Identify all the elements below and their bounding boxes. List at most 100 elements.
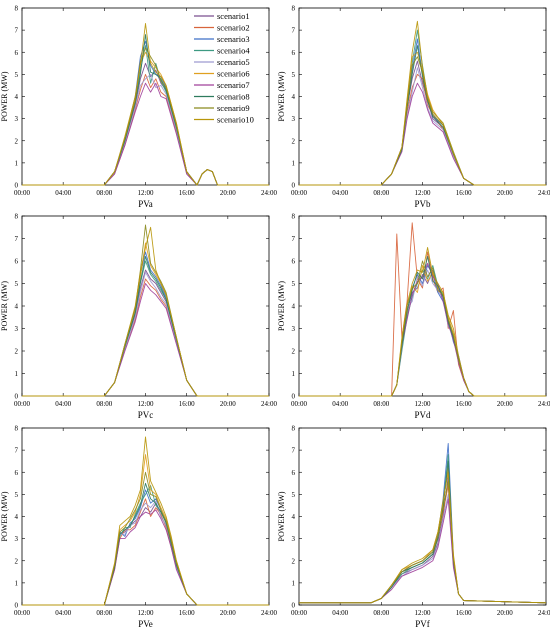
y-axis-label: POWER (MW) xyxy=(277,71,286,121)
y-tick-label: 4 xyxy=(292,93,296,101)
y-tick-label: 1 xyxy=(15,579,19,587)
y-tick-label: 6 xyxy=(15,258,19,266)
x-tick-label: 12:00 xyxy=(138,609,154,617)
y-tick-label: 0 xyxy=(15,182,19,190)
y-tick-label: 2 xyxy=(15,137,19,145)
plot-frame xyxy=(298,7,547,186)
legend-label: scenario8 xyxy=(217,92,250,102)
panel-caption: PVf xyxy=(415,619,430,629)
series-line-scenario4 xyxy=(22,260,269,397)
x-tick-label: 24:00 xyxy=(261,189,277,197)
legend-label: scenario5 xyxy=(217,57,250,67)
y-tick-label: 3 xyxy=(15,325,19,333)
x-tick-label: 08:00 xyxy=(373,609,389,617)
series-line-scenario5 xyxy=(299,67,546,186)
x-tick-label: 04:00 xyxy=(332,609,348,617)
y-tick-label: 2 xyxy=(292,348,296,356)
y-tick-label: 3 xyxy=(292,325,296,333)
x-tick-label: 16:00 xyxy=(179,400,195,408)
x-tick-label: 20:00 xyxy=(497,400,513,408)
series-line-scenario2 xyxy=(299,222,546,397)
series-line-scenario8 xyxy=(22,256,269,397)
y-tick-label: 5 xyxy=(292,71,296,79)
x-tick-label: 04:00 xyxy=(55,609,71,617)
series-line-scenario10 xyxy=(22,436,269,606)
y-tick-label: 3 xyxy=(292,535,296,543)
x-tick-label: 16:00 xyxy=(179,189,195,197)
series-line-scenario5 xyxy=(299,269,546,397)
series-line-scenario10 xyxy=(299,247,546,397)
series-line-scenario10 xyxy=(299,20,546,186)
series-line-scenario1 xyxy=(22,269,269,397)
series-line-scenario4 xyxy=(299,29,546,186)
x-tick-label: 04:00 xyxy=(332,400,348,408)
y-tick-label: 0 xyxy=(292,182,296,190)
y-tick-label: 7 xyxy=(292,447,296,455)
y-tick-label: 2 xyxy=(15,557,19,565)
x-tick-label: 16:00 xyxy=(456,609,472,617)
y-tick-label: 7 xyxy=(292,235,296,243)
series-line-scenario5 xyxy=(22,500,269,606)
x-tick-label: 20:00 xyxy=(497,189,513,197)
x-tick-label: 04:00 xyxy=(332,189,348,197)
y-tick-label: 0 xyxy=(292,602,296,610)
y-tick-label: 1 xyxy=(292,159,296,167)
series-line-scenario8 xyxy=(299,460,547,604)
series-line-scenario9 xyxy=(299,480,547,604)
x-tick-label: 08:00 xyxy=(373,400,389,408)
y-tick-label: 0 xyxy=(15,602,19,610)
y-tick-label: 1 xyxy=(15,159,19,167)
series-line-scenario2 xyxy=(299,73,546,186)
y-tick-label: 7 xyxy=(15,27,19,35)
panel-caption: PVe xyxy=(138,619,153,629)
x-tick-label: 00:00 xyxy=(14,189,30,197)
legend-label: scenario7 xyxy=(217,80,250,90)
x-tick-label: 04:00 xyxy=(55,400,71,408)
y-tick-label: 8 xyxy=(292,5,296,13)
series-line-scenario4 xyxy=(299,454,547,604)
series-line-scenario1 xyxy=(299,476,547,604)
plot-frame xyxy=(298,215,547,397)
y-tick-label: 7 xyxy=(15,447,19,455)
x-tick-label: 20:00 xyxy=(220,189,236,197)
x-tick-label: 00:00 xyxy=(291,609,307,617)
y-tick-label: 7 xyxy=(292,27,296,35)
y-tick-label: 4 xyxy=(15,303,19,311)
series-line-scenario2 xyxy=(22,498,269,606)
y-axis-label: POWER (MW) xyxy=(0,281,9,331)
y-axis-label: POWER (MW) xyxy=(0,491,9,541)
panel-caption: PVc xyxy=(138,410,154,420)
y-tick-label: 4 xyxy=(15,93,19,101)
legend-label: scenario1 xyxy=(217,11,250,21)
y-tick-label: 8 xyxy=(292,213,296,221)
y-tick-label: 5 xyxy=(15,280,19,288)
x-tick-label: 08:00 xyxy=(373,189,389,197)
x-tick-label: 24:00 xyxy=(538,189,550,197)
y-tick-label: 6 xyxy=(292,258,296,266)
series-line-scenario3 xyxy=(299,443,547,604)
y-tick-label: 0 xyxy=(292,393,296,401)
y-tick-label: 6 xyxy=(292,49,296,57)
x-tick-label: 16:00 xyxy=(179,609,195,617)
x-tick-label: 08:00 xyxy=(96,189,112,197)
x-tick-label: 08:00 xyxy=(96,609,112,617)
y-tick-label: 5 xyxy=(15,71,19,79)
series-line-scenario10 xyxy=(22,23,269,186)
x-tick-label: 20:00 xyxy=(220,609,236,617)
series-line-scenario8 xyxy=(22,482,269,606)
x-tick-label: 20:00 xyxy=(497,609,513,617)
series-line-scenario10 xyxy=(22,226,269,397)
y-axis-label: POWER (MW) xyxy=(277,491,286,541)
x-tick-label: 04:00 xyxy=(55,189,71,197)
y-tick-label: 8 xyxy=(15,5,19,13)
x-tick-label: 00:00 xyxy=(291,400,307,408)
y-tick-label: 4 xyxy=(15,513,19,521)
series-line-scenario10 xyxy=(299,471,547,604)
y-axis-label: POWER (MW) xyxy=(0,71,9,121)
legend-label: scenario10 xyxy=(217,115,254,125)
x-tick-label: 24:00 xyxy=(261,400,277,408)
x-tick-label: 12:00 xyxy=(415,609,431,617)
y-tick-label: 4 xyxy=(292,303,296,311)
y-tick-label: 6 xyxy=(15,49,19,57)
y-tick-label: 8 xyxy=(15,213,19,221)
